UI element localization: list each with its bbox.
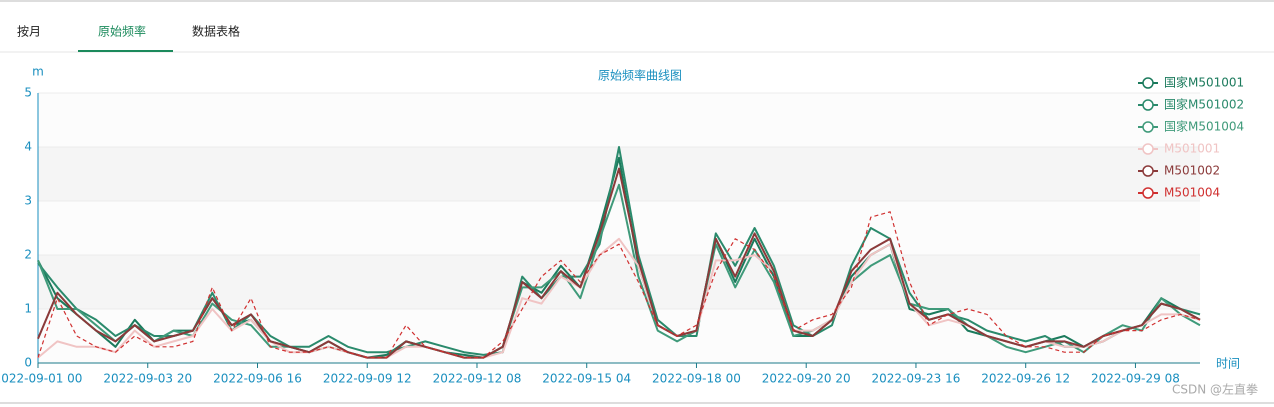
x-tick-label: 2022-09-06 16 [213, 372, 302, 386]
legend-label: M501001 [1164, 142, 1220, 156]
legend-item[interactable]: 国家M501001 [1138, 75, 1244, 90]
series-line [37, 211, 1201, 359]
legend-marker [1142, 121, 1154, 133]
legend-marker [1142, 99, 1154, 111]
grid-band [38, 309, 1200, 363]
legend-label: 国家M501002 [1164, 97, 1244, 112]
legend-item[interactable]: M501004 [1138, 186, 1220, 200]
y-tick-label: 1 [24, 302, 32, 316]
legend-label: M501004 [1164, 186, 1220, 200]
chart-title: 原始频率曲线图 [598, 68, 682, 83]
watermark: CSDN @左直拳 [1172, 382, 1258, 397]
y-axis-name: m [32, 65, 44, 79]
legend-marker [1142, 187, 1154, 199]
y-tick-label: 2 [24, 248, 32, 262]
tab-active[interactable]: 原始频率 [98, 24, 146, 39]
grid-band [38, 147, 1200, 201]
top-border [0, 0, 1274, 2]
grid-band [38, 201, 1200, 255]
legend-label: M501002 [1164, 164, 1220, 178]
x-tick-label: 2022-09-12 08 [433, 372, 522, 386]
legend-marker [1142, 143, 1154, 155]
x-tick-label: 2022-09-01 00 [0, 372, 82, 386]
tab-underline [78, 50, 173, 52]
y-tick-label: 3 [24, 194, 32, 208]
series-line [37, 167, 1201, 359]
grid-band [38, 255, 1200, 309]
legend-item[interactable]: M501001 [1138, 142, 1220, 156]
plot: 0 1 2 3 4 5 2022-09-01 00 2022-09-03 20 2022-09-… [0, 86, 1201, 386]
x-tick-label: 2022-09-26 12 [981, 372, 1070, 386]
series-line [37, 183, 1201, 359]
x-tick-label: 2022-09-20 20 [762, 372, 851, 386]
y-tick-label: 0 [24, 356, 32, 370]
legend-item[interactable]: 国家M501004 [1138, 119, 1244, 134]
x-tick-label: 2022-09-15 04 [542, 372, 631, 386]
legend-label: 国家M501001 [1164, 75, 1244, 90]
tab[interactable]: 按月 [17, 25, 41, 39]
x-tick-label: 2022-09-18 00 [652, 372, 741, 386]
y-tick-label: 5 [24, 86, 32, 100]
legend-marker [1142, 77, 1154, 89]
legend-label: 国家M501004 [1164, 119, 1244, 134]
x-tick-label: 2022-09-29 08 [1091, 372, 1180, 386]
x-tick-label: 2022-09-23 16 [872, 372, 961, 386]
x-tick-label: 2022-09-09 12 [323, 372, 412, 386]
legend-item[interactable]: 国家M501002 [1138, 97, 1244, 112]
y-tick-label: 4 [24, 140, 32, 154]
x-axis-name: 时间 [1216, 357, 1240, 371]
bottom-border [0, 402, 1274, 404]
legend-item[interactable]: M501002 [1138, 164, 1220, 178]
grid-band [38, 93, 1200, 147]
tab[interactable]: 数据表格 [192, 24, 240, 39]
x-tick-label: 2022-09-03 20 [103, 372, 192, 386]
legend-marker [1142, 165, 1154, 177]
